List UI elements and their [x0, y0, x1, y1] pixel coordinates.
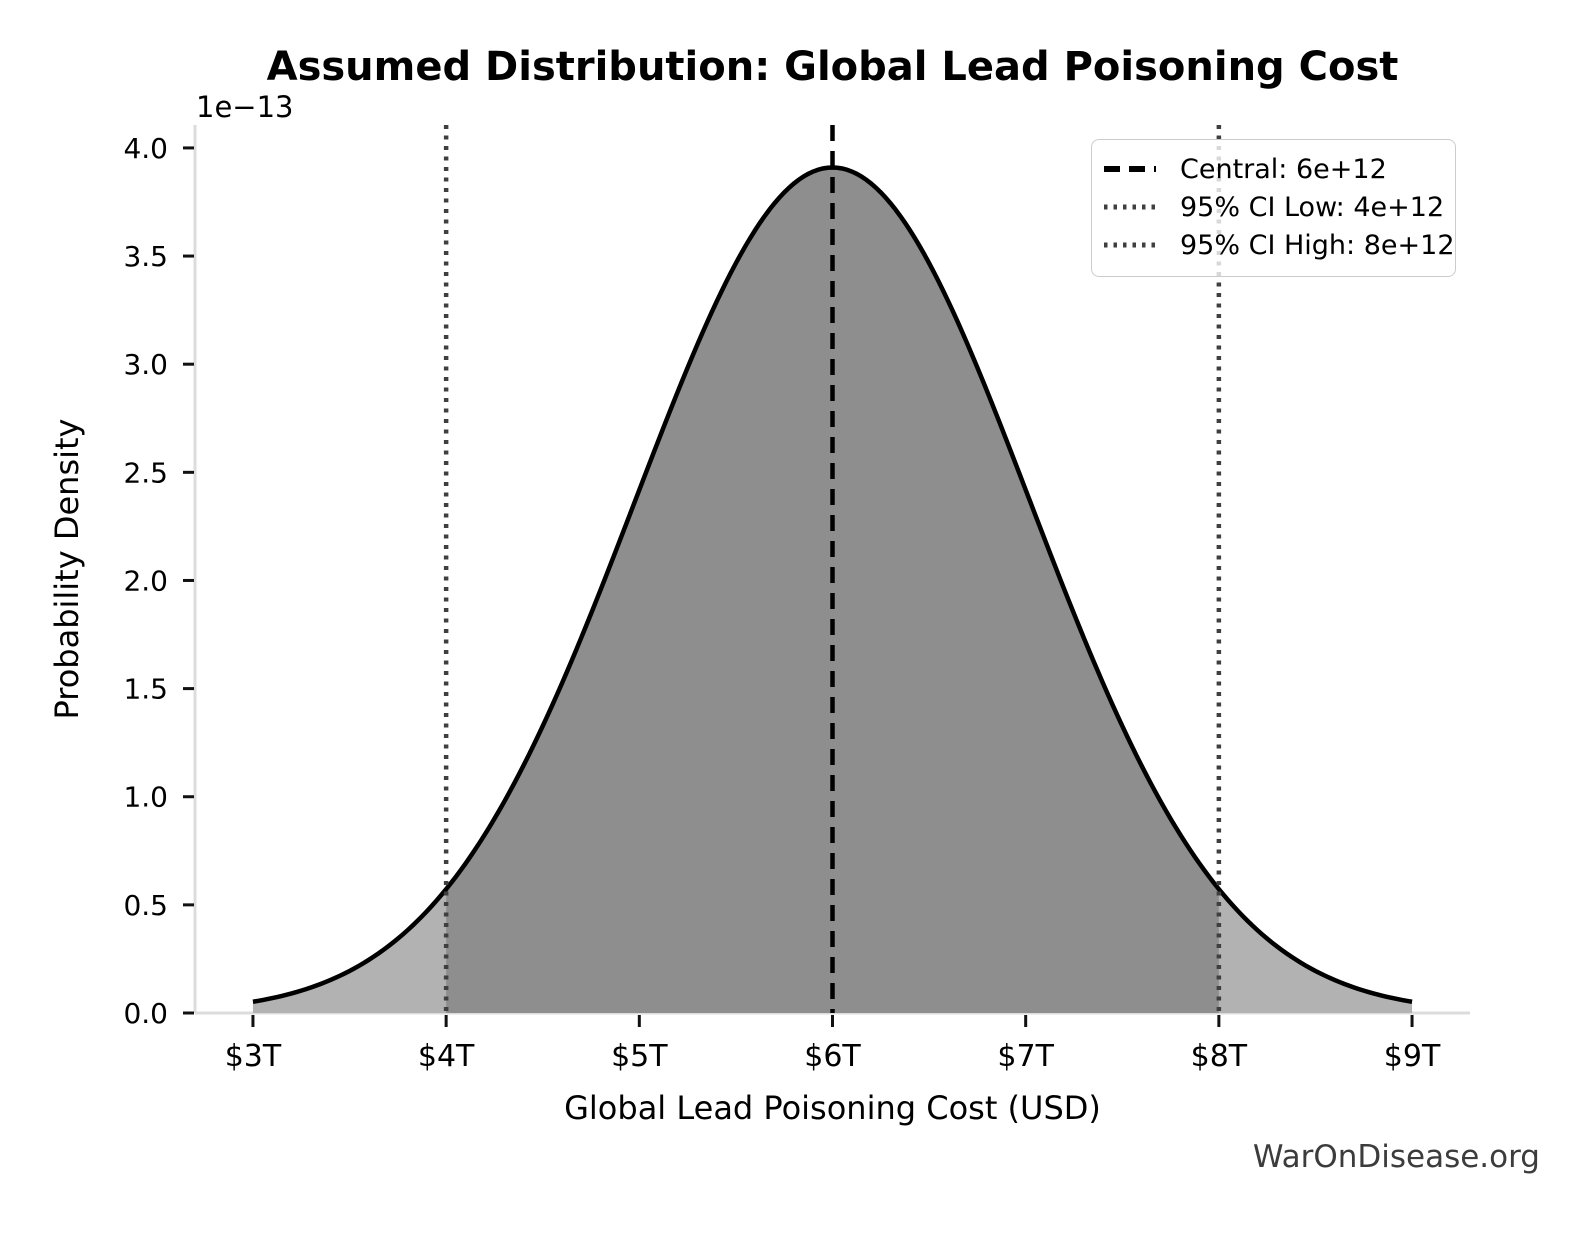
y-tick-label: 1.0	[123, 781, 168, 814]
x-tick-label: $3T	[225, 1039, 282, 1074]
x-tick-label: $7T	[997, 1039, 1054, 1074]
y-tick-label: 3.0	[123, 348, 168, 381]
y-axis-offset-label: 1e−13	[196, 90, 294, 124]
y-tick-label: 2.0	[123, 564, 168, 597]
y-tick-label: 1.5	[123, 673, 168, 706]
y-tick-label: 0.5	[123, 889, 168, 922]
dashed-line-swatch	[1104, 166, 1156, 172]
legend-label-ci-high: 95% CI High: 8e+12	[1180, 229, 1455, 261]
x-tick-label: $6T	[804, 1039, 861, 1074]
x-tick-label: $9T	[1384, 1039, 1441, 1074]
y-axis-label: Probability Density	[48, 418, 86, 720]
legend-entry-ci-high: 95% CI High: 8e+12	[1104, 226, 1455, 264]
y-tick-label: 3.5	[123, 240, 168, 273]
dotted-line-swatch	[1104, 204, 1156, 210]
y-tick-label: 0.0	[123, 997, 168, 1030]
chart-title: Assumed Distribution: Global Lead Poison…	[266, 44, 1399, 90]
legend-entry-central: Central: 6e+12	[1104, 150, 1441, 188]
density-fill-ci	[446, 167, 1219, 1014]
x-axis-label: Global Lead Poisoning Cost (USD)	[564, 1089, 1101, 1127]
density-curve	[252, 165, 1413, 1004]
y-tick-label: 2.5	[123, 456, 168, 489]
legend-label-ci-low: 95% CI Low: 4e+12	[1180, 191, 1445, 223]
x-tick-label: $8T	[1191, 1039, 1248, 1074]
x-tick-label: $5T	[611, 1039, 668, 1074]
legend-label-central: Central: 6e+12	[1180, 153, 1387, 185]
dotted-line-swatch	[1104, 242, 1156, 248]
watermark-text: WarOnDisease.org	[1252, 1139, 1540, 1175]
y-tick-label: 4.0	[123, 132, 168, 165]
x-tick-label: $4T	[418, 1039, 475, 1074]
legend-box: Central: 6e+12 95% CI Low: 4e+12 95% CI …	[1091, 139, 1456, 277]
legend-entry-ci-low: 95% CI Low: 4e+12	[1104, 188, 1445, 226]
